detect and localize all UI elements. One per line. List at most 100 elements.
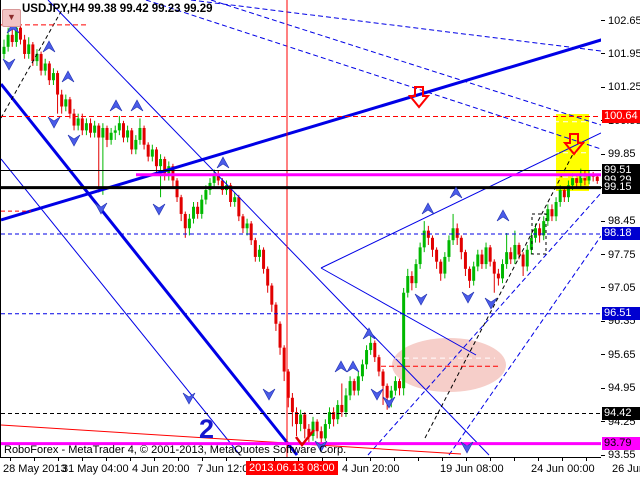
candle: [134, 139, 138, 150]
candle: [562, 190, 566, 198]
candle: [554, 201, 558, 217]
candle: [430, 237, 434, 250]
candle: [566, 185, 570, 198]
price-tick: [601, 320, 605, 322]
candle: [249, 223, 253, 241]
fractal-up-icon: [362, 327, 376, 340]
candle: [463, 252, 467, 269]
candle: [525, 249, 529, 267]
candle: [488, 247, 492, 262]
candle: [455, 228, 459, 238]
price-axis-label: 101.25: [608, 81, 640, 94]
price-tick: [601, 254, 605, 256]
candle: [31, 44, 35, 62]
candle: [126, 130, 130, 138]
time-tick: [58, 458, 59, 461]
blue-dash-down-1: [190, 0, 601, 52]
time-axis-label: 24 Jun 00:00: [531, 463, 595, 475]
fractal-down-icon: [314, 440, 328, 453]
candle: [89, 123, 93, 133]
price-axis-label: 102.65: [608, 14, 640, 27]
time-tick: [10, 458, 11, 461]
candle: [109, 132, 113, 140]
dropdown-arrow-icon: ▼: [7, 12, 16, 22]
candle: [154, 149, 158, 167]
candle: [323, 424, 327, 439]
copyright-text: RoboForex - MetaTrader 4, © 2001-2013, M…: [4, 444, 347, 456]
channel-down-thin-2: [1, 158, 241, 456]
time-tick: [418, 458, 419, 461]
symbol-dropdown-icon[interactable]: ▼: [2, 9, 21, 27]
fractal-down-icon: [152, 203, 166, 216]
candle: [76, 118, 80, 126]
price-tick: [601, 220, 605, 222]
candle: [150, 149, 154, 157]
candle: [142, 127, 146, 145]
candle: [356, 376, 360, 391]
time-axis-label: 4 Jun 20:00: [342, 463, 400, 475]
candle: [365, 350, 369, 365]
time-axis[interactable]: 28 May 2013 31 May 04:00 4 Jun 20:00 7 Jun …: [0, 458, 640, 480]
candle: [484, 247, 488, 265]
candle: [373, 342, 377, 358]
price-tick: [601, 20, 605, 22]
candle: [270, 285, 274, 305]
price-axis-label: 99.85: [608, 148, 636, 161]
candle: [68, 99, 72, 114]
target-arrow-mid-icon: [407, 86, 431, 109]
fractal-down-icon: [414, 293, 428, 306]
candle: [533, 228, 537, 238]
fractal-down-icon: [67, 134, 81, 147]
time-tick: [154, 458, 155, 461]
chart-plot[interactable]: 2 ▼ USDJPY,H4 99.38 99.42 99.23 99.29 Ro…: [0, 0, 602, 458]
price-axis[interactable]: 102.65101.95101.25100.5599.8599.1598.459…: [601, 0, 640, 461]
candle: [47, 63, 51, 81]
fractal-up-icon: [109, 99, 123, 112]
candle: [278, 323, 282, 348]
time-tick: [514, 458, 515, 461]
candle: [245, 223, 249, 229]
candle: [579, 173, 583, 183]
candle: [18, 27, 22, 40]
candle: [105, 127, 109, 140]
time-axis-label: 19 Jun 08:00: [440, 463, 504, 475]
time-tick: [34, 458, 35, 461]
candle: [369, 342, 373, 351]
price-level-badge: 99.51: [602, 163, 640, 177]
candle: [402, 292, 406, 389]
candle: [6, 34, 10, 47]
candle: [385, 385, 389, 398]
price-axis-label: 97.75: [608, 248, 636, 261]
wave-label-2: 2: [199, 414, 214, 444]
candle: [414, 264, 418, 284]
candle: [311, 421, 315, 436]
time-tick: [106, 458, 107, 461]
candle: [2, 46, 6, 54]
price-tick: [601, 287, 605, 289]
candle: [398, 381, 402, 389]
candle: [459, 237, 463, 253]
time-tick: [274, 458, 275, 461]
black-dash-diag-right: [424, 151, 575, 439]
time-tick: [394, 458, 395, 461]
fractal-up-icon: [421, 202, 435, 215]
candle: [418, 247, 422, 265]
check-mark-icon: [295, 429, 315, 448]
candle: [480, 254, 484, 265]
fractal-down-icon: [382, 396, 396, 409]
candle: [159, 159, 163, 167]
time-tick: [442, 458, 443, 461]
price-level-badge: 99.15: [602, 181, 640, 195]
fractal-down-icon: [262, 388, 276, 401]
fractal-down-icon: [461, 291, 475, 304]
candle: [315, 421, 319, 432]
time-tick: [586, 458, 587, 461]
candle: [39, 53, 43, 71]
candle: [575, 178, 579, 183]
time-tick: [250, 458, 251, 461]
candle: [220, 180, 224, 191]
candle: [196, 206, 200, 214]
candle: [336, 404, 340, 420]
candle: [266, 268, 270, 286]
price-axis-label: 97.05: [608, 281, 636, 294]
